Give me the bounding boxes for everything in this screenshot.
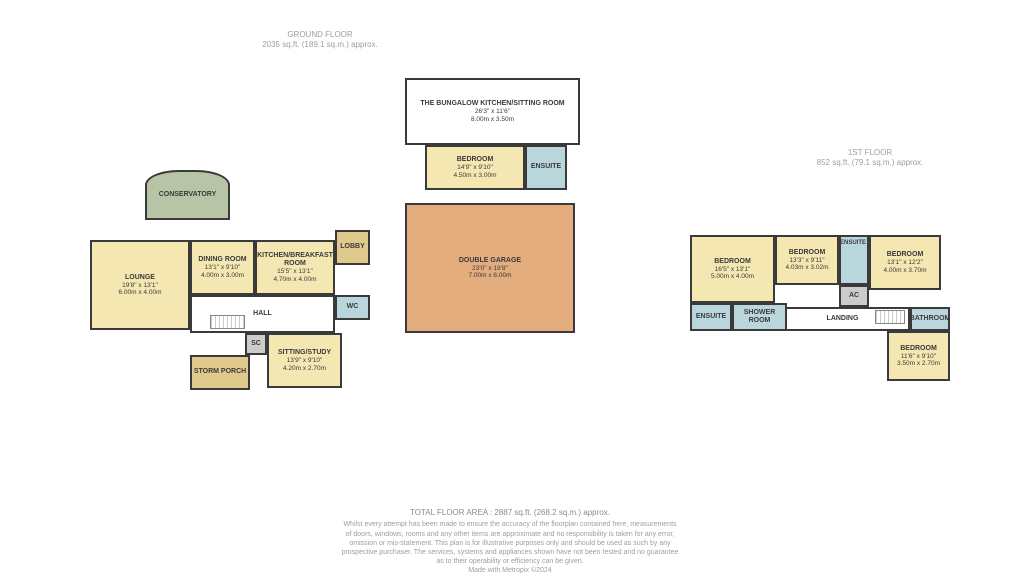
room-bath: BATHROOM [910, 307, 950, 331]
first-floor-name: 1ST FLOOR [848, 148, 892, 157]
room-kitchen: KITCHEN/BREAKFAST ROOM15'5" x 13'1"4.70m… [255, 240, 335, 295]
room-f-ensuite1: ENSUITE [690, 303, 732, 331]
disclaimer-line-2: omission or mis-statement. This plan is … [0, 539, 1020, 548]
room-shower: SHOWER ROOM [732, 303, 787, 331]
room-garage: DOUBLE GARAGE23'0" x 19'8"7.00m x 6.00m [405, 203, 575, 333]
room-sc: SC [245, 333, 267, 355]
ground-floor-name: GROUND FLOOR [287, 30, 352, 39]
room-conservatory: CONSERVATORY [145, 170, 230, 220]
disclaimer-line-1: of doors, windows, rooms and any other i… [0, 530, 1020, 539]
room-study: SITTING/STUDY13'9" x 9'10"4.20m x 2.70m [267, 333, 342, 388]
room-lobby: LOBBY [335, 230, 370, 265]
disclaimer-line-4: as to their operability or efficiency ca… [0, 557, 1020, 566]
room-bung-kitchen: THE BUNGALOW KITCHEN/SITTING ROOM26'3" x… [405, 78, 580, 145]
stairs [875, 310, 905, 324]
footer: TOTAL FLOOR AREA : 2887 sq.ft. (268.2 sq… [0, 508, 1020, 575]
room-bung-bed: BEDROOM14'9" x 9'10"4.50m x 3.00m [425, 145, 525, 190]
ground-floor-area: 2035 sq.ft. (189.1 sq.m.) approx. [262, 40, 378, 49]
room-lounge: LOUNGE19'8" x 13'1"6.00m x 4.00m [90, 240, 190, 330]
room-bed2: BEDROOM13'3" x 9'11"4.03m x 3.02m [775, 235, 839, 285]
ensuite-small-label: ENSUITE [840, 240, 866, 246]
disclaimer-line-0: Whilst every attempt has been made to en… [0, 520, 1020, 529]
disclaimer-line-3: prospective purchaser. The services, sys… [0, 548, 1020, 557]
stairs [210, 315, 245, 329]
credit: Made with Metropix ©2024 [0, 566, 1020, 575]
room-storm: STORM PORCH [190, 355, 250, 390]
ground-floor-title: GROUND FLOOR 2035 sq.ft. (189.1 sq.m.) a… [240, 30, 400, 51]
room-ac: AC [839, 285, 869, 307]
first-floor-area: 852 sq.ft. (79.1 sq.m.) approx. [817, 158, 924, 167]
room-bed1: BEDROOM16'5" x 13'1"5.00m x 4.00m [690, 235, 775, 303]
room-bung-ensuite: ENSUITE [525, 145, 567, 190]
total-area: TOTAL FLOOR AREA : 2887 sq.ft. (268.2 sq… [0, 508, 1020, 518]
room-bed4: BEDROOM11'6" x 9'10"3.50m x 2.70m [887, 331, 950, 381]
room-wc: WC [335, 295, 370, 320]
room-bed3: BEDROOM13'1" x 12'2"4.00m x 3.70m [869, 235, 941, 290]
room-dining: DINING ROOM13'1" x 9'10"4.00m x 3.00m [190, 240, 255, 295]
first-floor-title: 1ST FLOOR 852 sq.ft. (79.1 sq.m.) approx… [800, 148, 940, 169]
